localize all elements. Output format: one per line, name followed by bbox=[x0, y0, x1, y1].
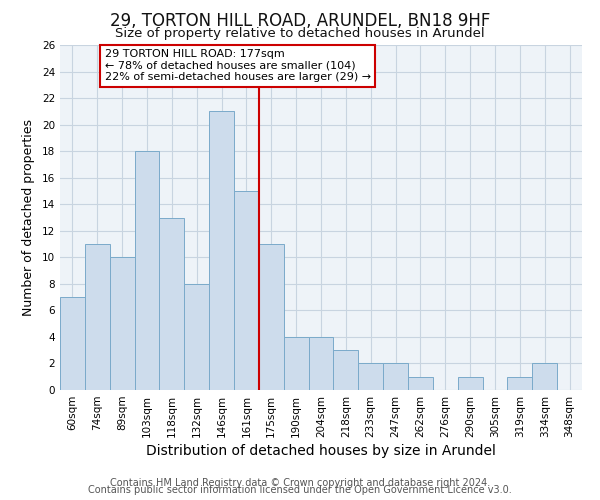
Bar bbox=[160, 218, 184, 390]
Bar bbox=[358, 364, 383, 390]
Bar bbox=[184, 284, 209, 390]
X-axis label: Distribution of detached houses by size in Arundel: Distribution of detached houses by size … bbox=[146, 444, 496, 458]
Text: Contains HM Land Registry data © Crown copyright and database right 2024.: Contains HM Land Registry data © Crown c… bbox=[110, 478, 490, 488]
Bar bbox=[134, 151, 160, 390]
Bar bbox=[60, 297, 85, 390]
Bar bbox=[508, 376, 532, 390]
Text: 29 TORTON HILL ROAD: 177sqm
← 78% of detached houses are smaller (104)
22% of se: 29 TORTON HILL ROAD: 177sqm ← 78% of det… bbox=[105, 49, 371, 82]
Text: Contains public sector information licensed under the Open Government Licence v3: Contains public sector information licen… bbox=[88, 485, 512, 495]
Bar bbox=[234, 191, 259, 390]
Bar bbox=[284, 337, 308, 390]
Bar bbox=[334, 350, 358, 390]
Bar bbox=[110, 258, 134, 390]
Bar bbox=[85, 244, 110, 390]
Bar bbox=[408, 376, 433, 390]
Bar bbox=[308, 337, 334, 390]
Bar bbox=[209, 112, 234, 390]
Bar bbox=[383, 364, 408, 390]
Text: 29, TORTON HILL ROAD, ARUNDEL, BN18 9HF: 29, TORTON HILL ROAD, ARUNDEL, BN18 9HF bbox=[110, 12, 490, 30]
Bar bbox=[532, 364, 557, 390]
Bar bbox=[458, 376, 482, 390]
Bar bbox=[259, 244, 284, 390]
Y-axis label: Number of detached properties: Number of detached properties bbox=[22, 119, 35, 316]
Text: Size of property relative to detached houses in Arundel: Size of property relative to detached ho… bbox=[115, 28, 485, 40]
